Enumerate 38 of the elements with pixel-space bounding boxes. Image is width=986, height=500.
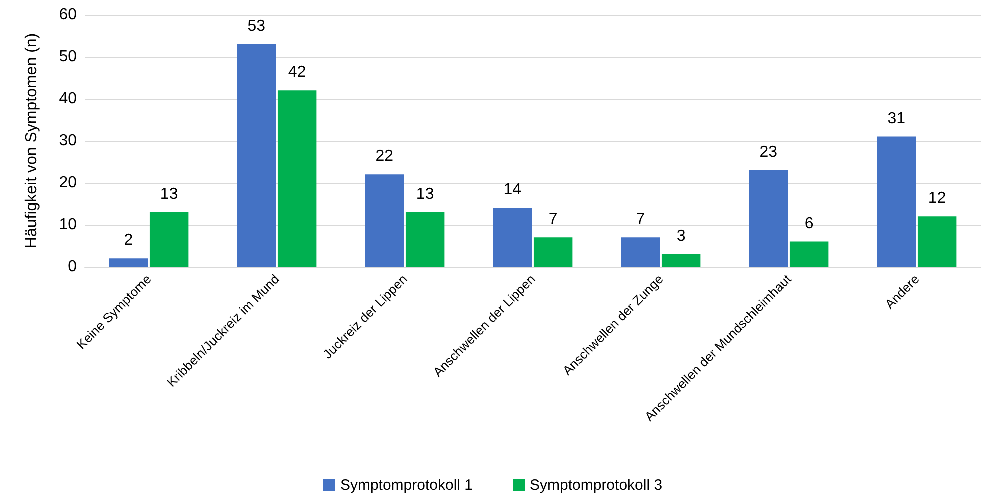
bar: [150, 212, 189, 267]
data-label: 14: [504, 182, 522, 199]
data-label: 31: [888, 110, 906, 128]
y-tick-label: 60: [59, 6, 78, 24]
bar: [109, 258, 148, 267]
bar: [534, 238, 573, 267]
data-label: 7: [548, 211, 558, 228]
bar: [237, 44, 276, 267]
bar: [662, 254, 701, 267]
data-label: 2: [124, 232, 134, 250]
data-label: 42: [288, 64, 306, 82]
bar: [749, 170, 788, 267]
y-axis-title: Häufigkeit von Symptomen (n): [24, 33, 40, 249]
legend-label: Symptomprotokoll 3: [530, 477, 663, 494]
bar: [621, 238, 660, 267]
y-tick-label: 10: [59, 216, 78, 234]
bar: [918, 216, 957, 267]
bar: [406, 212, 445, 267]
bar: [877, 136, 916, 267]
data-label: 23: [760, 144, 778, 161]
bar: [790, 242, 829, 267]
data-label: 7: [636, 211, 646, 228]
data-label: 12: [928, 190, 946, 208]
data-label: 13: [160, 186, 178, 203]
bar: [365, 174, 404, 267]
y-tick-label: 20: [59, 174, 78, 192]
bar: [278, 90, 317, 267]
bar: [493, 208, 532, 267]
y-tick-label: 50: [59, 48, 78, 66]
data-label: 53: [248, 18, 266, 35]
data-label: 13: [416, 186, 434, 203]
data-label: 22: [376, 148, 394, 166]
data-label: 6: [804, 215, 814, 232]
y-tick-label: 30: [59, 132, 78, 150]
y-tick-label: 40: [59, 90, 78, 108]
y-tick-label: 0: [68, 258, 78, 276]
data-label: 3: [676, 228, 686, 245]
legend-label: Symptomprotokoll 1: [340, 477, 474, 494]
